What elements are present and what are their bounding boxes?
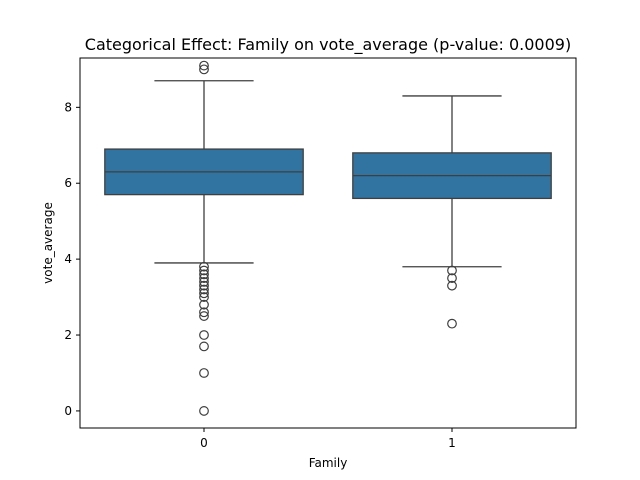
y-tick-label: 0 [64, 404, 72, 418]
box-group-0 [104, 60, 304, 416]
outlier-point [199, 330, 209, 340]
outlier-point [447, 280, 457, 291]
y-axis-label: vote_average [41, 202, 55, 284]
outlier-point [199, 273, 209, 284]
chart-title: Categorical Effect: Family on vote_avera… [85, 35, 571, 55]
y-tick-label: 2 [64, 328, 72, 342]
outlier-point [199, 307, 209, 318]
outlier-point [199, 60, 209, 71]
plot-area [104, 60, 552, 416]
x-axis-label: Family [309, 456, 348, 470]
outlier-point [199, 64, 209, 75]
x-tick-label: 0 [200, 436, 208, 450]
outlier-point [199, 269, 209, 280]
outlier-point [447, 318, 457, 329]
outlier-point [199, 292, 209, 302]
axes-frame [79, 57, 577, 429]
y-tick-label: 8 [64, 100, 72, 114]
outlier-point [447, 273, 457, 284]
outlier-point [199, 280, 209, 291]
y-tick-label: 6 [64, 176, 72, 190]
outlier-point [447, 265, 457, 276]
x-tick-label: 1 [448, 436, 456, 450]
outlier-point [199, 311, 209, 321]
box-group-1 [352, 95, 552, 329]
outlier-point [199, 265, 209, 276]
outlier-point [199, 406, 209, 416]
y-tick-label: 4 [64, 252, 72, 266]
outlier-point [199, 284, 209, 295]
outlier-point [199, 299, 209, 310]
outlier-point [199, 368, 209, 378]
outlier-point [199, 276, 209, 287]
y-axis: 0 2 4 6 8 [64, 100, 80, 418]
outlier-point [199, 288, 209, 299]
outlier-point [199, 341, 209, 352]
outlier-point [199, 261, 209, 272]
